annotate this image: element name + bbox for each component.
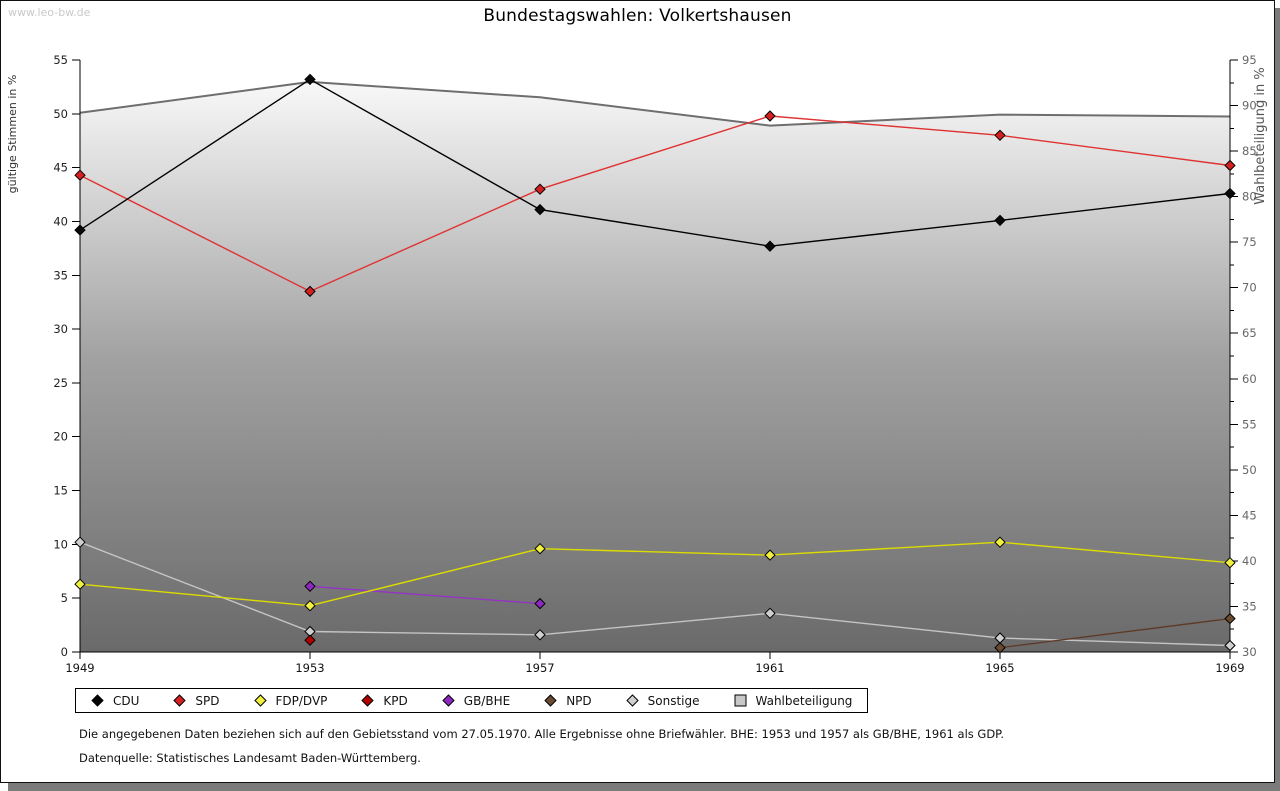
left-axis-tick-label: 55	[53, 53, 68, 67]
legend-item-npd: NPD	[544, 693, 592, 708]
right-axis-tick-label: 70	[1242, 281, 1257, 295]
x-axis-year-label: 1949	[65, 661, 94, 675]
x-axis-year-label: 1969	[1215, 661, 1244, 675]
right-axis-tick-label: 90	[1242, 99, 1257, 113]
wahlbeteiligung-area	[80, 81, 1230, 652]
legend-item-wahlbeteiligung: Wahlbeteiligung	[734, 693, 853, 708]
page-title: Bundestagswahlen: Volkertshausen	[483, 6, 792, 26]
right-axis-tick-label: 50	[1242, 463, 1257, 477]
legend-label-sonstige: Sonstige	[647, 693, 700, 708]
legend-diamond-icon-fdp-dvp	[253, 694, 267, 707]
axes: 0 5 10 15 20 25 30 35 40 45 50 55 30 35 40 45 50 55 60 65 70…	[53, 53, 1256, 675]
legend-item-sonstige: Sonstige	[625, 693, 700, 708]
x-axis-year-label: 1957	[525, 661, 554, 675]
legend-label-cdu: CDU	[113, 693, 140, 708]
legend-item-cdu: CDU	[91, 694, 139, 708]
series-kpd	[304, 634, 316, 646]
legend-label-kpd: KPD	[383, 693, 408, 708]
legend-item-kpd: KPD	[361, 693, 408, 708]
legend-square-icon-wahlbeteiligung	[734, 694, 746, 707]
legend-diamond-icon-spd	[173, 694, 187, 707]
left-axis-tick-label: 25	[53, 376, 68, 390]
legend-diamond-icon-gb-bhe	[442, 694, 455, 707]
legend-diamond-icon-cdu	[91, 694, 104, 707]
right-axis-tick-label: 55	[1242, 417, 1257, 431]
series-npd	[994, 612, 1236, 654]
right-axis-tick-label: 45	[1242, 508, 1257, 522]
right-axis-tick-label: 75	[1242, 235, 1257, 249]
legend-item-spd: SPD	[173, 693, 220, 708]
series-cdu	[74, 73, 1236, 252]
right-axis-tick-label: 85	[1242, 144, 1257, 158]
right-axis-tick-label: 35	[1242, 599, 1257, 613]
left-axis-tick-label: 10	[53, 537, 68, 551]
footnote-gebietsstand: Die angegebenen Daten beziehen sich auf …	[79, 727, 1004, 741]
right-axis-tick-label: 30	[1242, 645, 1257, 659]
left-axis-tick-label: 35	[53, 268, 68, 282]
x-axis-year-label: 1953	[295, 661, 324, 675]
right-axis-tick-label: 80	[1242, 190, 1257, 204]
left-axis-tick-label: 40	[53, 214, 68, 228]
legend-label-gb-bhe: GB/BHE	[463, 693, 511, 708]
legend-diamond-icon-sonstige	[625, 694, 639, 707]
left-axis-tick-label: 45	[53, 161, 68, 175]
legend-item-fdp-dvp: FDP/DVP	[253, 693, 328, 708]
page-shadow-right	[1275, 8, 1280, 791]
series-fdp-dvp	[74, 536, 1236, 612]
series-spd	[74, 110, 1236, 298]
left-axis-title: gültige Stimmen in %	[6, 75, 19, 194]
legend-label-wahlbeteiligung: Wahlbeteiligung	[755, 693, 853, 708]
right-axis-tick-label: 65	[1242, 326, 1257, 340]
left-axis-tick-label: 15	[53, 484, 68, 498]
legend-diamond-icon-npd	[544, 694, 557, 707]
right-axis-tick-label: 40	[1242, 554, 1257, 568]
legend-label-spd: SPD	[195, 693, 220, 708]
series-gb-bhe	[304, 580, 546, 610]
legend: CDU SPD FDP/DVP KPD GB/BHE NPD Sonstige Wahlbet…	[75, 688, 869, 713]
legend-item-gb-bhe: GB/BHE	[442, 694, 510, 708]
right-axis-tick-label: 60	[1242, 372, 1257, 386]
legend-label-fdp-dvp: FDP/DVP	[275, 693, 328, 708]
right-axis-tick-label: 95	[1242, 53, 1257, 67]
legend-diamond-icon-kpd	[361, 694, 375, 707]
series-sonstige	[74, 536, 1236, 652]
wahlbeteiligung-line	[79, 80, 1231, 127]
left-axis-tick-label: 30	[53, 322, 68, 336]
left-axis-tick-label: 20	[53, 430, 68, 444]
watermark: www.leo-bw.de	[8, 6, 91, 19]
left-axis-tick-label: 5	[61, 591, 68, 605]
x-axis-year-label: 1961	[755, 661, 784, 675]
footnote-datenquelle: Datenquelle: Statistisches Landesamt Bad…	[79, 751, 421, 765]
legend-label-npd: NPD	[566, 693, 592, 708]
x-axis-year-label: 1965	[985, 661, 1014, 675]
left-axis-tick-label: 50	[53, 107, 68, 121]
right-axis-title: Wahlbeteiligung in %	[1253, 67, 1268, 204]
left-axis-tick-label: 0	[61, 645, 68, 659]
page-shadow-bottom	[8, 783, 1280, 791]
